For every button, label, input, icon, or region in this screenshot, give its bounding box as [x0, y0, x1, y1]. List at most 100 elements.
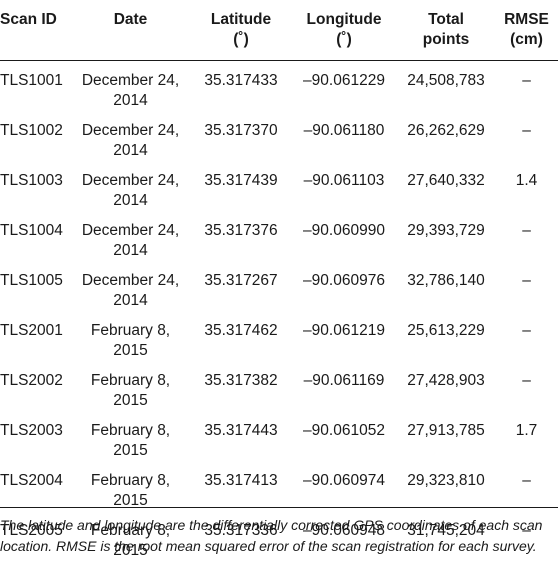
cell-date-line1: December 24, [81, 271, 180, 289]
table-body: TLS1001 December 24, 2014 35.317433 –90.0… [0, 60, 558, 561]
table-header: Scan ID Date Latitude (˚) Longitude (˚) … [0, 0, 558, 61]
table-row: TLS2001 February 8, 2015 35.317462 –90.06… [0, 311, 558, 361]
cell-total-points: 27,428,903 [407, 371, 485, 389]
cell-total-points: 26,262,629 [407, 121, 485, 139]
header-total-points: Total points [397, 0, 495, 61]
cell-date: February 8, 2015 [70, 361, 191, 411]
cell-scan-id: TLS2003 [0, 421, 63, 439]
cell-date: February 8, 2015 [70, 461, 191, 511]
cell-longitude: –90.061180 [303, 121, 385, 139]
cell-latitude: 35.317443 [204, 421, 278, 439]
table-bottom-rule [0, 507, 558, 508]
cell-date-line1: February 8, [90, 471, 171, 489]
cell-date-line1: February 8, [90, 371, 171, 389]
cell-longitude: –90.061229 [303, 71, 385, 89]
cell-scan-id: TLS1003 [0, 171, 63, 189]
cell-date-line2: 2014 [113, 241, 148, 259]
cell-latitude: 35.317413 [204, 471, 278, 489]
cell-rmse: – [522, 71, 531, 89]
cell-latitude: 35.317376 [204, 221, 278, 239]
cell-rmse: 1.4 [515, 171, 538, 189]
header-latitude: Latitude (˚) [191, 0, 291, 61]
cell-total-points: 27,640,332 [407, 171, 485, 189]
cell-longitude: –90.061219 [303, 321, 385, 339]
cell-date: December 24, 2014 [70, 161, 191, 211]
header-date: Date [70, 0, 191, 61]
header-date-label: Date [113, 11, 148, 28]
header-latitude-unit: (˚) [233, 31, 249, 48]
cell-rmse: 1.7 [515, 421, 538, 439]
cell-longitude: –90.060974 [303, 471, 385, 489]
cell-longitude: –90.061052 [303, 421, 385, 439]
cell-rmse: – [522, 121, 531, 139]
cell-date: December 24, 2014 [70, 60, 191, 111]
cell-latitude: 35.317462 [204, 321, 278, 339]
cell-date-line1: December 24, [81, 71, 180, 89]
header-row: Scan ID Date Latitude (˚) Longitude (˚) … [0, 0, 558, 61]
cell-date-line1: February 8, [90, 421, 171, 439]
cell-date-line1: December 24, [81, 121, 180, 139]
cell-scan-id: TLS2005 [0, 521, 63, 539]
cell-date: December 24, 2014 [70, 111, 191, 161]
cell-latitude: 35.317267 [204, 271, 278, 289]
cell-total-points: 29,393,729 [407, 221, 485, 239]
table-row: TLS2002 February 8, 2015 35.317382 –90.06… [0, 361, 558, 411]
header-longitude: Longitude (˚) [291, 0, 397, 61]
cell-total-points: 32,786,140 [407, 271, 485, 289]
table-row: TLS1003 December 24, 2014 35.317439 –90.0… [0, 161, 558, 211]
header-longitude-label: Longitude [306, 11, 382, 28]
table-row: TLS2003 February 8, 2015 35.317443 –90.06… [0, 411, 558, 461]
cell-total-points: 31,745,204 [407, 521, 485, 539]
cell-date: February 8, 2015 [70, 511, 191, 561]
table-row: TLS1005 December 24, 2014 35.317267 –90.0… [0, 261, 558, 311]
cell-date: February 8, 2015 [70, 311, 191, 361]
cell-date-line2: 2015 [113, 441, 148, 459]
cell-rmse: – [522, 271, 531, 289]
cell-scan-id: TLS1005 [0, 271, 63, 289]
header-rmse-label: RMSE [504, 11, 549, 28]
cell-date-line2: 2015 [113, 391, 148, 409]
table-row: TLS1004 December 24, 2014 35.317376 –90.0… [0, 211, 558, 261]
cell-latitude: 35.317336 [204, 521, 278, 539]
table-row: TLS2004 February 8, 2015 35.317413 –90.06… [0, 461, 558, 511]
cell-latitude: 35.317433 [204, 71, 278, 89]
cell-date-line2: 2014 [113, 141, 148, 159]
cell-date-line1: February 8, [90, 521, 171, 539]
cell-scan-id: TLS1001 [0, 71, 63, 89]
cell-rmse: – [522, 471, 531, 489]
cell-latitude: 35.317370 [204, 121, 278, 139]
header-scan-id-label: Scan ID [0, 11, 57, 28]
cell-date-line2: 2014 [113, 291, 148, 309]
cell-rmse: – [522, 371, 531, 389]
cell-rmse: – [522, 221, 531, 239]
cell-date-line2: 2014 [113, 91, 148, 109]
header-rmse: RMSE (cm) [495, 0, 558, 61]
cell-date-line1: December 24, [81, 221, 180, 239]
cell-scan-id: TLS1002 [0, 121, 63, 139]
cell-longitude: –90.060948 [303, 521, 385, 539]
cell-latitude: 35.317382 [204, 371, 278, 389]
table-row: TLS1002 December 24, 2014 35.317370 –90.0… [0, 111, 558, 161]
cell-scan-id: TLS1004 [0, 221, 63, 239]
cell-scan-id: TLS2002 [0, 371, 63, 389]
cell-total-points: 27,913,785 [407, 421, 485, 439]
header-longitude-unit: (˚) [336, 31, 352, 48]
table-row: TLS2005 February 8, 2015 35.317336 –90.06… [0, 511, 558, 561]
header-scan-id: Scan ID [0, 0, 70, 61]
cell-date-line2: 2015 [113, 541, 148, 559]
cell-longitude: –90.060990 [303, 221, 385, 239]
cell-date-line2: 2015 [113, 341, 148, 359]
header-latitude-label: Latitude [210, 11, 272, 28]
cell-date-line2: 2014 [113, 191, 148, 209]
cell-date-line2: 2015 [113, 491, 148, 509]
cell-date-line1: December 24, [81, 171, 180, 189]
table-footnote: The latitude and longitude are the diffe… [0, 517, 543, 554]
header-total-points-line1: Total [428, 11, 464, 28]
cell-date: December 24, 2014 [70, 211, 191, 261]
header-rmse-unit: (cm) [510, 31, 543, 48]
cell-scan-id: TLS2001 [0, 321, 63, 339]
cell-total-points: 25,613,229 [407, 321, 485, 339]
cell-total-points: 24,508,783 [407, 71, 485, 89]
table-row: TLS1001 December 24, 2014 35.317433 –90.0… [0, 60, 558, 111]
